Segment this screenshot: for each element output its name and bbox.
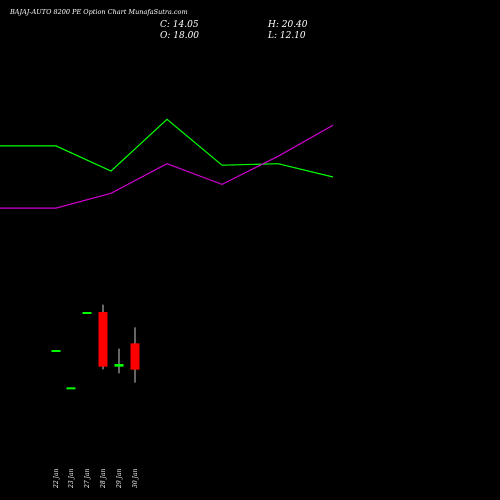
- candle-body: [98, 312, 108, 367]
- candle-body: [51, 350, 61, 352]
- candle-body: [130, 343, 140, 370]
- close-value: C: 14.05: [160, 20, 199, 30]
- high-value: H: 20.40: [268, 20, 308, 30]
- candle-body: [114, 364, 124, 367]
- date-tick-label: 28 Jan: [100, 468, 107, 489]
- candle-body: [66, 387, 76, 390]
- date-tick-label: 23 Jan: [68, 468, 75, 489]
- date-tick-label: 27 Jan: [84, 468, 91, 489]
- indicator-line-1: [0, 118, 334, 178]
- indicator-line-2: [0, 124, 334, 209]
- low-value: L: 12.10: [268, 31, 306, 41]
- date-tick-label: 29 Jan: [116, 468, 123, 489]
- open-value: O: 18.00: [160, 31, 200, 41]
- date-tick-label: 22 Jan: [53, 468, 60, 489]
- date-tick-label: 30 Jan: [132, 468, 139, 488]
- chart-title: BAJAJ-AUTO 8200 PE Option Chart MunafaSu…: [10, 8, 188, 16]
- candle-body: [82, 312, 92, 314]
